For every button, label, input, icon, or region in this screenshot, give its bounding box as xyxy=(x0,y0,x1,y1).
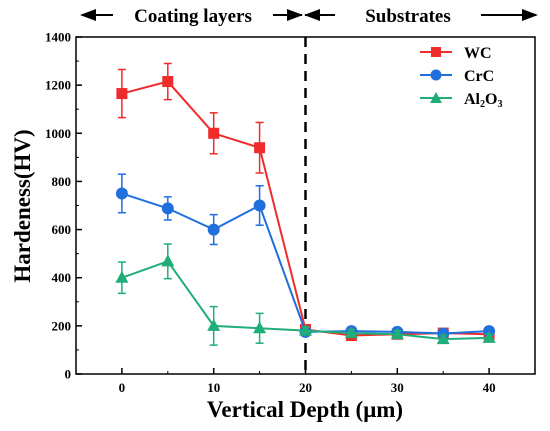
series-layer xyxy=(115,62,496,346)
region-header: Coating layers Substrates xyxy=(80,2,538,27)
legend-label-al2o3: Al2O3 xyxy=(464,91,502,110)
data-point xyxy=(253,321,267,334)
data-point xyxy=(208,127,220,139)
triangle-marker-icon xyxy=(430,92,442,103)
data-point xyxy=(207,318,221,331)
x-tick-label: 0 xyxy=(119,380,126,395)
y-tick-label: 1400 xyxy=(45,30,71,45)
data-point xyxy=(207,223,220,236)
y-tick-label: 1000 xyxy=(45,126,71,141)
x-tick-label: 30 xyxy=(391,380,404,395)
circle-marker-icon xyxy=(430,69,442,81)
data-point xyxy=(436,332,450,345)
left-arrowhead-right xyxy=(287,9,303,21)
data-point xyxy=(115,187,128,200)
data-point xyxy=(116,88,128,100)
series-al2o3 xyxy=(115,243,496,346)
y-tick-label: 400 xyxy=(52,270,72,285)
y-tick-label: 200 xyxy=(52,318,72,333)
data-point xyxy=(253,199,266,212)
region-label-coating: Coating layers xyxy=(134,6,252,27)
legend-label-wc: WC xyxy=(464,45,492,62)
x-tick-label: 20 xyxy=(299,380,312,395)
data-point xyxy=(115,270,129,283)
legend-item-al2o3: Al2O3 xyxy=(420,91,502,110)
y-axis: 0 200 400 600 800 1000 1200 1400 xyxy=(45,30,82,382)
right-arrowhead-right xyxy=(522,9,538,21)
legend: WC CrC Al2O3 xyxy=(420,45,502,110)
data-point xyxy=(254,142,266,154)
legend-label-crc: CrC xyxy=(464,68,494,85)
data-point xyxy=(482,330,496,343)
square-marker-icon xyxy=(431,47,441,57)
legend-item-wc: WC xyxy=(420,45,492,62)
x-axis-title: Vertical Depth (μm) xyxy=(207,397,403,422)
x-tick-label: 10 xyxy=(207,380,220,395)
y-tick-label: 800 xyxy=(52,174,72,189)
x-axis: 0 10 20 30 40 xyxy=(119,368,496,395)
region-label-substrates: Substrates xyxy=(365,6,451,27)
y-tick-label: 600 xyxy=(52,222,72,237)
data-point xyxy=(161,254,175,267)
y-axis-title: Hardeness(HV) xyxy=(10,129,35,282)
right-arrowhead-left xyxy=(304,9,320,21)
data-point xyxy=(299,323,312,336)
legend-item-crc: CrC xyxy=(420,68,494,85)
data-point xyxy=(344,326,358,339)
y-tick-label: 1200 xyxy=(45,78,71,93)
data-point xyxy=(390,327,404,340)
left-arrowhead-left xyxy=(80,9,96,21)
x-tick-label: 40 xyxy=(483,380,496,395)
data-point xyxy=(161,202,174,215)
y-tick-label: 0 xyxy=(65,367,72,382)
data-point xyxy=(162,76,174,88)
